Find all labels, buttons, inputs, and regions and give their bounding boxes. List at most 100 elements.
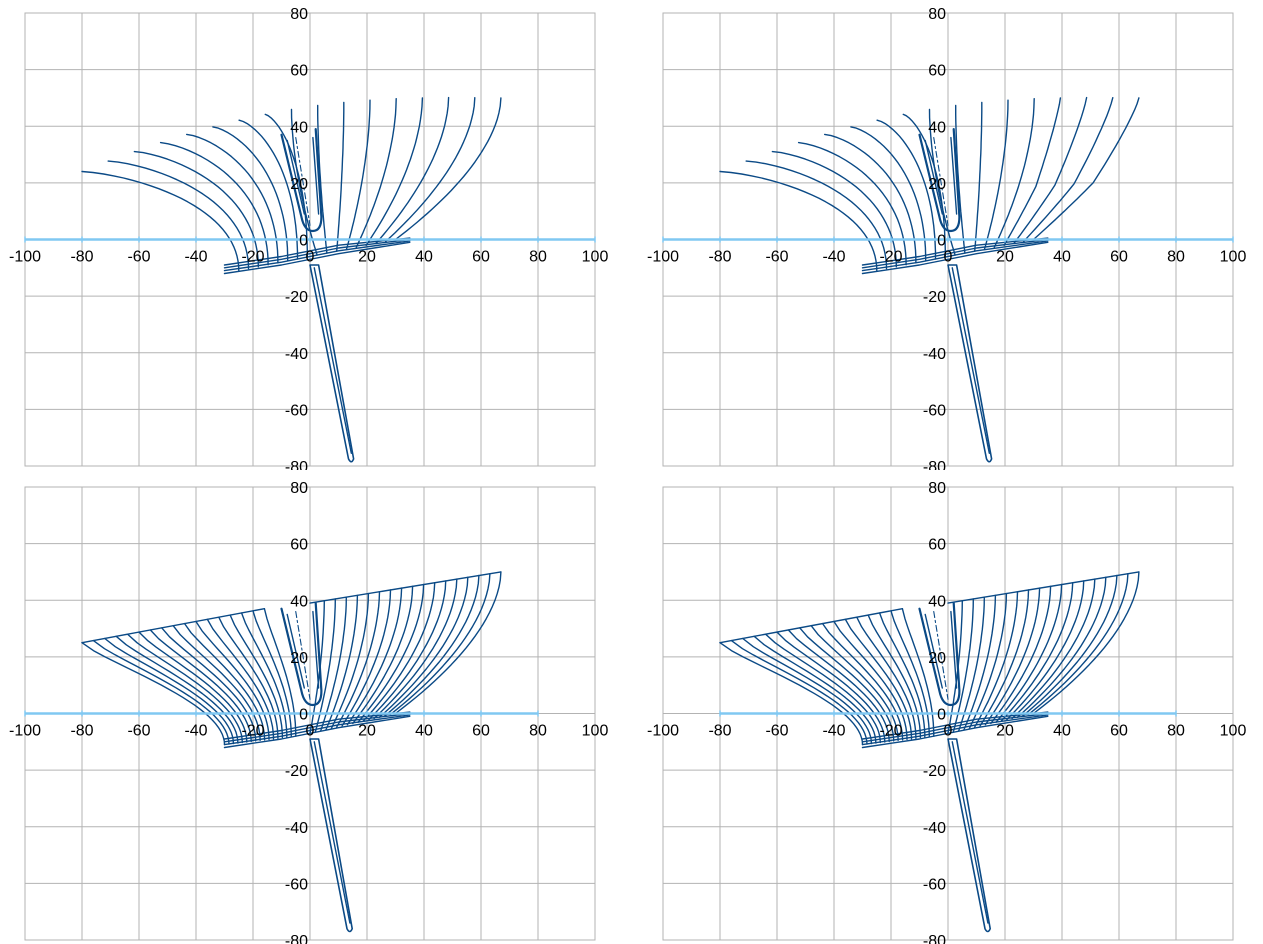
bottom-profile-line: [223, 237, 411, 266]
y-tick-label: 20: [928, 176, 946, 193]
chart-panel-top-right: -100 -80 -60 -40 -20 0 20 40 60 80 100 80 60 40 20 0 -20…: [647, 6, 1247, 470]
station-curve-right: [314, 598, 336, 733]
bottom-profile-line: [861, 715, 1049, 749]
x-tick-label: 20: [358, 723, 376, 740]
station-curve-right: [990, 585, 1052, 725]
station-curve-left: [206, 618, 275, 740]
station-curve-left: [878, 612, 926, 738]
x-tick-label: 20: [996, 249, 1014, 266]
station-curve-left: [115, 635, 239, 744]
centerboard-trunk-inner: [924, 610, 958, 689]
station-curve-right: [963, 594, 997, 731]
station-curve: [355, 97, 397, 249]
y-tick-label: -40: [285, 820, 308, 837]
station-curve-left: [195, 620, 270, 740]
y-tick-label: 0: [937, 707, 946, 724]
x-tick-label: 60: [1110, 249, 1128, 266]
station-curve: [823, 133, 917, 264]
station-curve-right: [968, 592, 1008, 730]
tick-labels: -100 -80 -60 -40 -20 0 20 40 60 80 100 80 60 40 20 0 -20…: [647, 480, 1246, 944]
station-curve: [983, 99, 1009, 250]
centerboard-trunk-inner: [286, 610, 320, 689]
station-curve-right: [1006, 580, 1085, 721]
station-curve-left: [799, 627, 895, 742]
y-tick-label: -60: [923, 876, 946, 893]
x-tick-label: 20: [996, 723, 1014, 740]
station-curve-right: [389, 572, 491, 716]
y-tick-label: -60: [285, 876, 308, 893]
x-tick-label: 80: [529, 723, 547, 740]
station-curve-right: [979, 589, 1030, 727]
centerline-dashdot: [933, 611, 949, 700]
bottom-profile-line: [223, 712, 411, 743]
keel-blade: [309, 264, 355, 463]
station-curve: [719, 170, 878, 272]
station-curve-right: [394, 571, 502, 715]
centerboard-trunk-inner: [924, 136, 958, 215]
station-curve: [928, 108, 956, 256]
station-curve-right: [1016, 576, 1107, 718]
y-tick-label: -20: [285, 763, 308, 780]
station-curve-right: [952, 598, 974, 733]
x-tick-label: 60: [1110, 723, 1128, 740]
station-curve-left: [901, 607, 935, 737]
y-tick-label: 20: [290, 176, 308, 193]
station-curve-left: [229, 614, 284, 739]
station-curve-right: [320, 596, 347, 732]
x-tick-label: -60: [765, 723, 788, 740]
station-curve: [365, 97, 424, 247]
y-tick-label: -80: [923, 933, 946, 944]
station-curve: [385, 96, 476, 243]
station-curve: [345, 99, 371, 250]
x-tick-label: 100: [582, 723, 609, 740]
bottom-profile-line: [861, 241, 1049, 275]
tick-labels: -100 -80 -60 -40 -20 0 20 40 60 80 100 80 60 40 20 0 -20…: [9, 6, 608, 470]
y-tick-label: -20: [285, 289, 308, 306]
tick-labels: -100 -80 -60 -40 -20 0 20 40 60 80 100 80 60 40 20 0 -20…: [9, 480, 608, 944]
keel-blade: [947, 264, 993, 463]
station-curve-left: [161, 627, 257, 742]
station-curve: [394, 97, 502, 241]
station-curve-left: [810, 624, 899, 742]
bottom-profile-line: [861, 711, 1049, 740]
x-tick-label: -80: [708, 249, 731, 266]
station-curve: [159, 141, 269, 266]
y-tick-label: 20: [928, 650, 946, 667]
station-curve: [850, 126, 927, 262]
y-tick-label: 60: [290, 537, 308, 554]
station-curve-right: [325, 594, 359, 731]
x-tick-label: -20: [241, 723, 264, 740]
x-tick-label: 0: [306, 723, 315, 740]
x-tick-label: 100: [1220, 723, 1247, 740]
deck-line-left: [81, 607, 266, 644]
station-curve-right: [368, 580, 447, 721]
bottom-profile-line: [861, 714, 1049, 746]
station-curve: [771, 150, 897, 268]
y-tick-label: 80: [928, 480, 946, 497]
bottom-profile-line: [223, 240, 411, 272]
station-curve-right: [357, 583, 425, 723]
station-curve: [81, 170, 240, 272]
station-curve-left: [263, 607, 297, 737]
y-tick-label: -40: [285, 346, 308, 363]
station-curve: [375, 96, 450, 245]
y-tick-label: 60: [928, 537, 946, 554]
x-tick-label: 100: [1220, 249, 1247, 266]
keel-blade-centerline: [313, 741, 351, 924]
x-tick-label: 0: [944, 723, 953, 740]
x-tick-label: 80: [1167, 249, 1185, 266]
station-curve-left: [252, 610, 292, 738]
y-tick-label: 0: [299, 233, 308, 250]
x-tick-label: -40: [822, 249, 845, 266]
centerboard-trunk-inner: [286, 136, 320, 215]
x-tick-label: -80: [70, 723, 93, 740]
station-curve-right: [958, 596, 985, 732]
centerboard-trunk: [918, 602, 961, 707]
keel-blade-centerline: [313, 267, 353, 454]
station-curve-right: [346, 587, 403, 726]
centerline-dashdot: [933, 137, 949, 226]
station-curve-left: [867, 614, 922, 739]
keel-blade: [947, 738, 991, 933]
hull-lines: [719, 96, 1140, 463]
station-curve-right: [373, 578, 458, 720]
